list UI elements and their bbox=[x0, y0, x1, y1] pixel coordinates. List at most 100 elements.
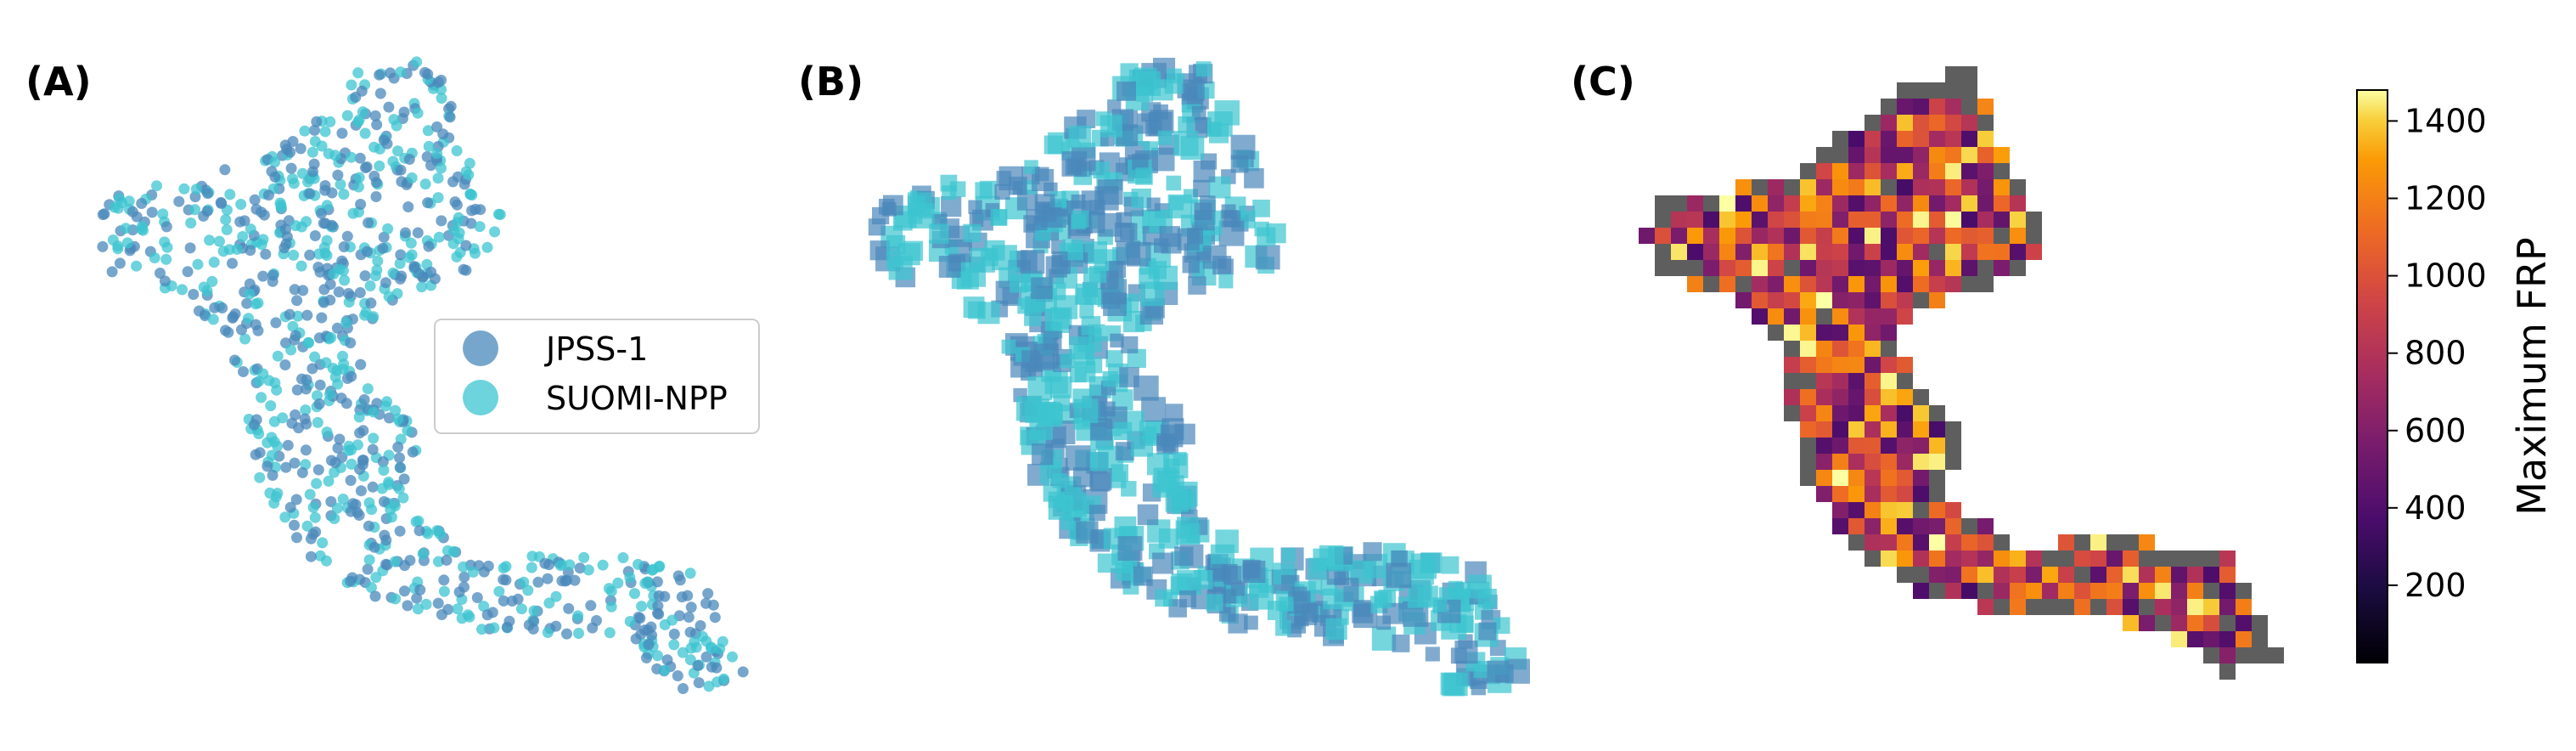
heatmap-cell bbox=[2090, 551, 2106, 567]
scatter-b-square bbox=[1188, 276, 1206, 295]
heatmap-cell bbox=[2268, 647, 2284, 663]
heatmap-cell bbox=[1881, 195, 1897, 212]
scatter-a-point bbox=[177, 284, 188, 296]
heatmap-cell bbox=[1832, 147, 1848, 163]
scatter-a-point bbox=[301, 374, 312, 386]
scatter-a-point bbox=[112, 243, 124, 255]
scatter-b-square bbox=[1027, 376, 1052, 401]
scatter-a-point bbox=[636, 601, 648, 613]
scatter-a-point bbox=[352, 181, 364, 193]
heatmap-cell bbox=[1945, 115, 1961, 131]
scatter-a-point bbox=[307, 363, 318, 375]
scatter-a-point bbox=[464, 189, 476, 200]
heatmap-cell bbox=[1913, 470, 1929, 486]
heatmap-cell bbox=[1865, 438, 1881, 454]
heatmap-cell bbox=[1832, 405, 1848, 421]
scatter-a-point bbox=[121, 237, 133, 249]
scatter-a-point bbox=[512, 593, 524, 605]
heatmap-cell bbox=[1881, 212, 1897, 228]
scatter-a-point bbox=[633, 612, 644, 623]
heatmap-cell bbox=[1703, 212, 1719, 228]
heatmap-cell bbox=[2187, 631, 2203, 647]
heatmap-cell bbox=[1994, 260, 2010, 276]
scatter-a-point bbox=[653, 608, 665, 620]
scatter-a-point bbox=[146, 206, 158, 218]
scatter-b-square bbox=[1325, 618, 1347, 640]
heatmap-cell bbox=[1865, 179, 1881, 195]
scatter-b-square bbox=[1119, 367, 1139, 387]
heatmap-cell bbox=[1897, 486, 1913, 502]
scatter-a-point bbox=[250, 203, 262, 215]
scatter-b-square bbox=[1353, 600, 1371, 618]
scatter-a-point bbox=[301, 418, 312, 430]
scatter-a-point bbox=[325, 331, 337, 343]
scatter-a-point bbox=[369, 590, 381, 602]
scatter-a-point bbox=[442, 603, 454, 615]
heatmap-cell bbox=[2171, 599, 2187, 615]
heatmap-cell bbox=[1881, 518, 1897, 534]
scatter-a-point bbox=[316, 140, 328, 152]
heatmap-cell bbox=[1961, 260, 1977, 276]
heatmap-cell bbox=[1832, 518, 1848, 534]
scatter-a-point bbox=[482, 560, 494, 572]
heatmap-cell bbox=[2219, 663, 2236, 680]
scatter-b-square bbox=[1207, 111, 1233, 137]
heatmap-cell bbox=[1929, 276, 1945, 292]
heatmap-cell bbox=[1961, 115, 1977, 131]
heatmap-cell bbox=[1929, 470, 1945, 486]
scatter-b-square bbox=[1079, 303, 1094, 319]
scatter-b-square bbox=[1073, 398, 1099, 423]
scatter-a-point bbox=[235, 199, 247, 210]
scatter-b-square bbox=[1117, 536, 1143, 561]
scatter-a-point bbox=[337, 494, 349, 505]
scatter-a-point bbox=[309, 511, 321, 523]
scatter-a-point bbox=[345, 337, 357, 349]
scatter-a-point bbox=[489, 226, 501, 238]
heatmap-cell bbox=[1913, 567, 1929, 583]
scatter-b-square bbox=[963, 223, 981, 242]
heatmap-cell bbox=[1687, 195, 1703, 212]
scatter-b-square bbox=[1249, 579, 1269, 598]
heatmap-cell bbox=[1816, 373, 1832, 389]
heatmap-cell bbox=[1945, 147, 1961, 163]
scatter-a-point bbox=[301, 309, 313, 321]
heatmap-cell bbox=[1832, 421, 1848, 438]
heatmap-cell bbox=[1945, 82, 1961, 99]
scatter-a-point bbox=[319, 126, 331, 138]
scatter-a-point bbox=[314, 379, 326, 391]
heatmap-cell bbox=[1929, 567, 1945, 583]
heatmap-cell bbox=[2123, 567, 2139, 583]
heatmap-cell bbox=[2219, 551, 2236, 567]
scatter-b-square bbox=[1374, 591, 1388, 606]
scatter-b-square bbox=[1071, 210, 1089, 228]
scatter-a-point bbox=[243, 313, 254, 325]
heatmap-cell bbox=[2058, 599, 2074, 615]
heatmap-cell bbox=[2203, 631, 2219, 647]
scatter-b-square bbox=[1146, 197, 1161, 212]
scatter-a-point bbox=[326, 219, 338, 231]
scatter-b-square bbox=[1194, 210, 1215, 231]
heatmap-cell bbox=[1848, 212, 1865, 228]
heatmap-cell bbox=[1929, 163, 1945, 179]
heatmap-cell bbox=[2090, 599, 2106, 615]
heatmap-cell bbox=[1800, 228, 1816, 244]
heatmap-cell bbox=[1913, 583, 1929, 599]
heatmap-cell bbox=[1832, 389, 1848, 405]
scatter-a-point bbox=[652, 600, 664, 612]
heatmap-cell bbox=[1945, 276, 1961, 292]
heatmap-cell bbox=[1945, 212, 1961, 228]
heatmap-cell bbox=[2236, 615, 2252, 631]
scatter-a-point bbox=[380, 534, 392, 546]
heatmap-cell bbox=[2123, 583, 2139, 599]
scatter-a-point bbox=[431, 525, 443, 537]
heatmap-cell bbox=[2203, 647, 2219, 663]
heatmap-cell bbox=[1897, 115, 1913, 131]
scatter-a-point bbox=[319, 180, 331, 191]
heatmap-cell bbox=[2026, 244, 2042, 260]
scatter-a-point bbox=[661, 654, 673, 666]
heatmap-cell bbox=[1929, 82, 1945, 99]
heatmap-cell bbox=[1848, 260, 1865, 276]
heatmap-cell bbox=[1865, 147, 1881, 163]
scatter-a-point bbox=[403, 251, 415, 263]
heatmap-cell bbox=[1687, 276, 1703, 292]
